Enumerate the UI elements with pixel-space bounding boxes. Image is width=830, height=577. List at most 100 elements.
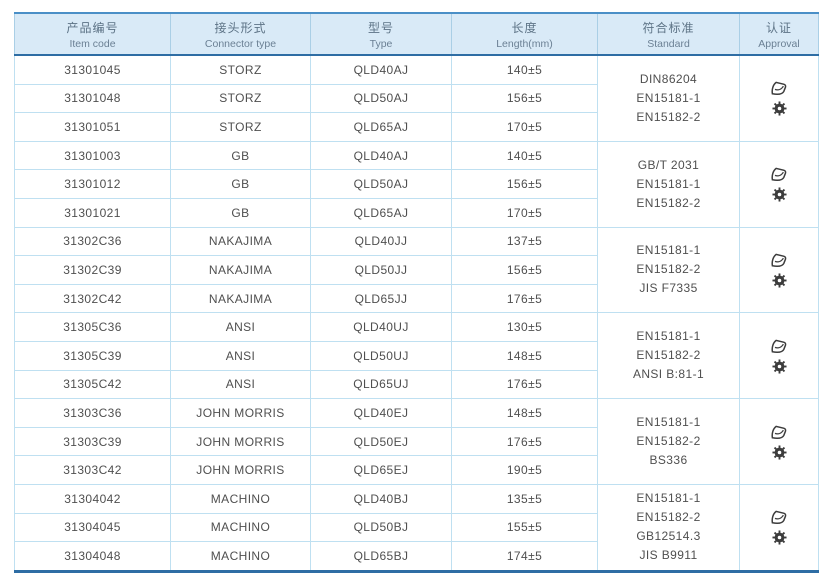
approval-cell <box>739 312 819 400</box>
connector-type-cell: ANSI <box>170 340 311 371</box>
table-row: 31302C39 NAKAJIMA QLD50JJ 156±5 <box>14 255 819 285</box>
length-cell: 174±5 <box>451 541 598 572</box>
length-cell: 140±5 <box>451 54 598 85</box>
table-header: 产品编号 Item code 接头形式 Connector type 型号 Ty… <box>14 13 819 56</box>
connector-type-cell: JOHN MORRIS <box>170 398 311 428</box>
type-cell: QLD65JJ <box>310 283 452 314</box>
connector-type-cell: JOHN MORRIS <box>170 455 311 485</box>
table-row: 31303C39 JOHN MORRIS QLD50EJ 176±5 <box>14 426 819 457</box>
table-row: 31301021 GB QLD65AJ 170±5 <box>14 197 819 228</box>
certification-mark-icon <box>771 81 787 96</box>
connector-type-cell: STORZ <box>170 54 311 85</box>
col-header-zh: 型号 <box>367 21 394 35</box>
standards-cell: EN15181-1 EN15182-2 GB12514.3 JIS B9911 <box>597 483 740 572</box>
item-code-cell: 31305C42 <box>14 369 171 400</box>
standard-line: BS336 <box>649 453 688 468</box>
table-row: 31302C36 NAKAJIMA QLD40JJ 137±5 EN15181-1 EN1… <box>14 226 819 314</box>
wheelmark-icon <box>771 530 787 545</box>
col-header-en: Item code <box>69 38 116 50</box>
connector-type-cell: STORZ <box>170 83 311 114</box>
length-cell: 170±5 <box>451 197 598 228</box>
connector-type-cell: GB <box>170 197 311 228</box>
connector-type-cell: GB <box>170 169 311 199</box>
type-cell: QLD65AJ <box>310 197 452 228</box>
wheelmark-icon <box>771 101 787 116</box>
table-row: 31304042 MACHINO QLD40BJ 135±5 EN15181-1 EN15… <box>14 483 819 572</box>
approval-cell <box>739 226 819 314</box>
table-row: 31301051 STORZ QLD65AJ 170±5 <box>14 112 819 142</box>
col-header-standard: 符合标准 Standard <box>597 13 740 56</box>
standard-line: EN15181-1 <box>636 90 701 105</box>
table-row: 31302C42 NAKAJIMA QLD65JJ 176±5 <box>14 283 819 314</box>
standard-line: EN15182-2 <box>636 510 701 525</box>
col-header-zh: 产品编号 <box>66 21 119 35</box>
standard-line: EN15181-1 <box>636 415 701 430</box>
standard-line: EN15181-1 <box>636 491 701 506</box>
length-cell: 148±5 <box>451 340 598 371</box>
length-cell: 170±5 <box>451 112 598 142</box>
standard-line: EN15182-2 <box>636 348 701 363</box>
length-cell: 130±5 <box>451 312 598 342</box>
connector-type-cell: MACHINO <box>170 512 311 543</box>
item-code-cell: 31301012 <box>14 169 171 199</box>
table-row: 31301003 GB QLD40AJ 140±5 GB/T 2031 EN15181-1… <box>14 140 819 228</box>
certification-mark-icon <box>771 253 787 267</box>
connector-type-cell: GB <box>170 140 311 171</box>
type-cell: QLD50JJ <box>310 255 452 285</box>
type-cell: QLD40EJ <box>310 398 452 428</box>
length-cell: 156±5 <box>451 255 598 285</box>
col-header-en: Approval <box>758 38 800 50</box>
table-row: 31304048 MACHINO QLD65BJ 174±5 <box>14 541 819 572</box>
col-header-zh: 长度 <box>511 21 538 35</box>
table-row: 31303C36 JOHN MORRIS QLD40EJ 148±5 EN15181-1… <box>14 398 819 485</box>
standard-line: DIN86204 <box>639 71 698 86</box>
item-code-cell: 31302C39 <box>14 255 171 285</box>
item-code-cell: 31303C39 <box>14 426 171 457</box>
certification-mark-icon <box>771 339 787 353</box>
standards-cell: EN15181-1 EN15182-2 ANSI B:81-1 <box>597 312 740 400</box>
type-cell: QLD40JJ <box>310 226 452 257</box>
standards-cell: EN15181-1 EN15182-2 JIS F7335 <box>597 226 740 314</box>
type-cell: QLD40AJ <box>310 140 452 171</box>
standard-line: EN15182-2 <box>636 195 701 210</box>
header-row: 产品编号 Item code 接头形式 Connector type 型号 Ty… <box>14 13 819 56</box>
length-cell: 148±5 <box>451 398 598 428</box>
length-cell: 140±5 <box>451 140 598 171</box>
col-header-item-code: 产品编号 Item code <box>14 13 171 56</box>
table-row: 31301048 STORZ QLD50AJ 156±5 <box>14 83 819 114</box>
col-header-en: Type <box>369 38 393 50</box>
approval-cell <box>739 398 819 485</box>
type-cell: QLD50EJ <box>310 426 452 457</box>
item-code-cell: 31301003 <box>14 140 171 171</box>
col-header-approval: 认证 Approval <box>739 13 819 56</box>
connector-type-cell: JOHN MORRIS <box>170 426 311 457</box>
col-header-connector-type: 接头形式 Connector type <box>170 13 311 56</box>
type-cell: QLD65EJ <box>310 455 452 485</box>
connector-type-cell: ANSI <box>170 312 311 342</box>
standard-line: EN15181-1 <box>636 329 701 344</box>
item-code-cell: 31304042 <box>14 483 171 514</box>
approval-cell <box>739 54 819 142</box>
standards-cell: EN15181-1 EN15182-2 BS336 <box>597 398 740 485</box>
standard-line: JIS F7335 <box>639 281 698 296</box>
approval-cell <box>739 483 819 572</box>
length-cell: 190±5 <box>451 455 598 485</box>
standards-cell: GB/T 2031 EN15181-1 EN15182-2 <box>597 140 740 228</box>
connector-type-cell: STORZ <box>170 112 311 142</box>
col-header-en: Standard <box>647 38 690 50</box>
standard-line: EN15182-2 <box>636 434 701 449</box>
col-header-zh: 认证 <box>765 21 792 35</box>
item-code-cell: 31301021 <box>14 197 171 228</box>
certification-mark-icon <box>771 510 787 525</box>
col-header-en: Length(mm) <box>496 38 553 50</box>
wheelmark-icon <box>771 444 787 460</box>
standard-line: EN15182-2 <box>636 262 701 277</box>
connector-type-cell: NAKAJIMA <box>170 283 311 314</box>
type-cell: QLD40AJ <box>310 54 452 85</box>
length-cell: 156±5 <box>451 83 598 114</box>
col-header-zh: 符合标准 <box>642 21 695 35</box>
wheelmark-icon <box>771 187 787 202</box>
item-code-cell: 31301045 <box>14 54 171 85</box>
item-code-cell: 31301051 <box>14 112 171 142</box>
item-code-cell: 31303C42 <box>14 455 171 485</box>
